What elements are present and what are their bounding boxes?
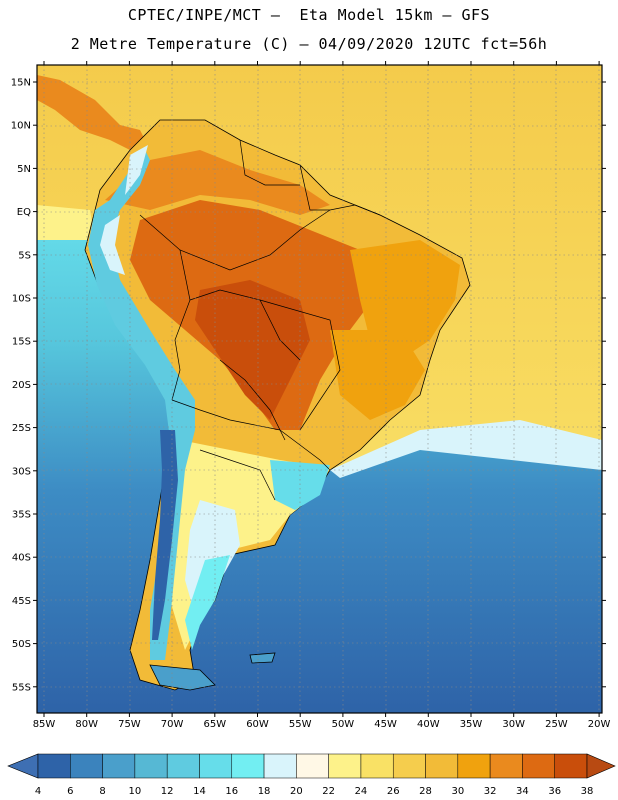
map-subtitle: 2 Metre Temperature (C) – 04/09/2020 12U… xyxy=(70,35,548,53)
colorbar-tick-label: 24 xyxy=(355,786,368,797)
lat-label: 55S xyxy=(12,682,31,693)
lon-label: 75W xyxy=(118,719,141,730)
colorbar-swatch xyxy=(70,753,103,779)
colorbar-tick-label: 14 xyxy=(193,786,206,797)
north-andes-pale xyxy=(100,215,125,275)
colorbar-swatch xyxy=(425,753,459,779)
colorbar-over-arrow xyxy=(586,753,616,779)
patagonia-cool xyxy=(185,555,230,650)
lat-label: 25S xyxy=(12,423,31,434)
north-warm-belt xyxy=(105,150,330,215)
lat-label: 40S xyxy=(12,553,31,564)
andes-coldest xyxy=(152,430,178,640)
colorbar-tick-label: 16 xyxy=(225,786,238,797)
colorbar-tick-label: 28 xyxy=(419,786,432,797)
lon-label: 30W xyxy=(502,719,525,730)
colorbar-swatch xyxy=(522,753,555,779)
colorbar-under-arrow xyxy=(7,753,39,779)
lon-label: 50W xyxy=(332,719,355,730)
lat-label: 15S xyxy=(12,337,31,348)
map-field xyxy=(37,65,602,713)
colorbar xyxy=(7,753,616,779)
ocean-transition xyxy=(330,420,602,478)
central-america xyxy=(37,75,150,150)
lat-label: 45S xyxy=(12,596,31,607)
lon-label: 80W xyxy=(75,719,98,730)
colorbar-tick-label: 38 xyxy=(581,786,594,797)
lat-label: EQ xyxy=(17,207,31,218)
colorbar-swatch xyxy=(457,753,491,779)
colorbar-swatch xyxy=(166,753,200,779)
lon-label: 60W xyxy=(246,719,269,730)
colorbar-tick-label: 26 xyxy=(387,786,400,797)
lat-label: 50S xyxy=(12,639,31,650)
colorbar-swatch xyxy=(392,753,426,779)
lat-label: 10S xyxy=(12,294,31,305)
lat-label: 20S xyxy=(12,380,31,391)
lon-label: 25W xyxy=(545,719,568,730)
longitude-labels: 85W 80W 75W 70W 65W 60W 55W 50W 45W 40W 35W 30W 25W 2… xyxy=(33,719,611,730)
colorbar-tick-label: 36 xyxy=(548,786,561,797)
colorbar-swatch xyxy=(263,753,297,779)
colorbar-swatch xyxy=(231,753,265,779)
latitude-labels: 15N 10N 5N EQ 5S 10S 15S 20S 25S 30S 35S 40S 45S 50S 5… xyxy=(11,78,31,694)
colorbar-tick-label: 12 xyxy=(161,786,174,797)
colorbar-tick-label: 20 xyxy=(290,786,303,797)
lat-label: 5S xyxy=(18,250,31,261)
falkland-islands xyxy=(249,652,276,664)
colorbar-tick-label: 8 xyxy=(99,786,105,797)
pacific-warm-band xyxy=(37,205,95,240)
colorbar-swatch xyxy=(554,753,588,779)
colorbar-tick-label: 18 xyxy=(258,786,271,797)
southeast-warm xyxy=(330,330,425,420)
colorbar-swatch xyxy=(199,753,233,779)
lon-label: 35W xyxy=(460,719,483,730)
lon-label: 20W xyxy=(588,719,611,730)
lat-label: 5N xyxy=(17,164,31,175)
lon-label: 45W xyxy=(374,719,397,730)
colorbar-swatch xyxy=(489,753,523,779)
country-borders xyxy=(139,139,381,501)
colorbar-swatch xyxy=(102,753,136,779)
colorbar-labels: 4 6 8 10 12 14 16 18 20 22 24 26 28 30 32 34 36 38 xyxy=(35,786,594,797)
graticule xyxy=(37,65,602,713)
tierra-del-fuego xyxy=(149,664,216,691)
colorbar-tick-label: 6 xyxy=(67,786,73,797)
lat-label: 15N xyxy=(11,78,31,89)
colorbar-tick-label: 22 xyxy=(322,786,335,797)
colorbar-tick-label: 4 xyxy=(35,786,41,797)
colorbar-tick-label: 30 xyxy=(451,786,464,797)
map-frame xyxy=(36,64,603,714)
colorbar-swatch xyxy=(296,753,329,779)
venezuela-andes xyxy=(125,145,148,195)
lon-label: 65W xyxy=(203,719,226,730)
colorbar-tick-label: 32 xyxy=(484,786,497,797)
lat-label: 10N xyxy=(11,121,31,132)
lat-label: 35S xyxy=(12,510,31,521)
lat-label: 30S xyxy=(12,466,31,477)
colorbar-tick-label: 10 xyxy=(129,786,142,797)
hottest-core xyxy=(195,280,310,420)
axis-ticks xyxy=(33,61,606,717)
colorbar-swatch xyxy=(134,753,168,779)
colorbar-tick-label: 34 xyxy=(516,786,529,797)
colorbar-swatch xyxy=(328,753,362,779)
lon-label: 85W xyxy=(33,719,56,730)
colorbar-swatch xyxy=(360,753,394,779)
map-title: CPTEC/INPE/MCT – Eta Model 15km – GFS xyxy=(127,6,491,24)
lon-label: 70W xyxy=(161,719,184,730)
lon-label: 40W xyxy=(417,719,440,730)
colorbar-swatch xyxy=(37,753,71,779)
lon-label: 55W xyxy=(289,719,312,730)
